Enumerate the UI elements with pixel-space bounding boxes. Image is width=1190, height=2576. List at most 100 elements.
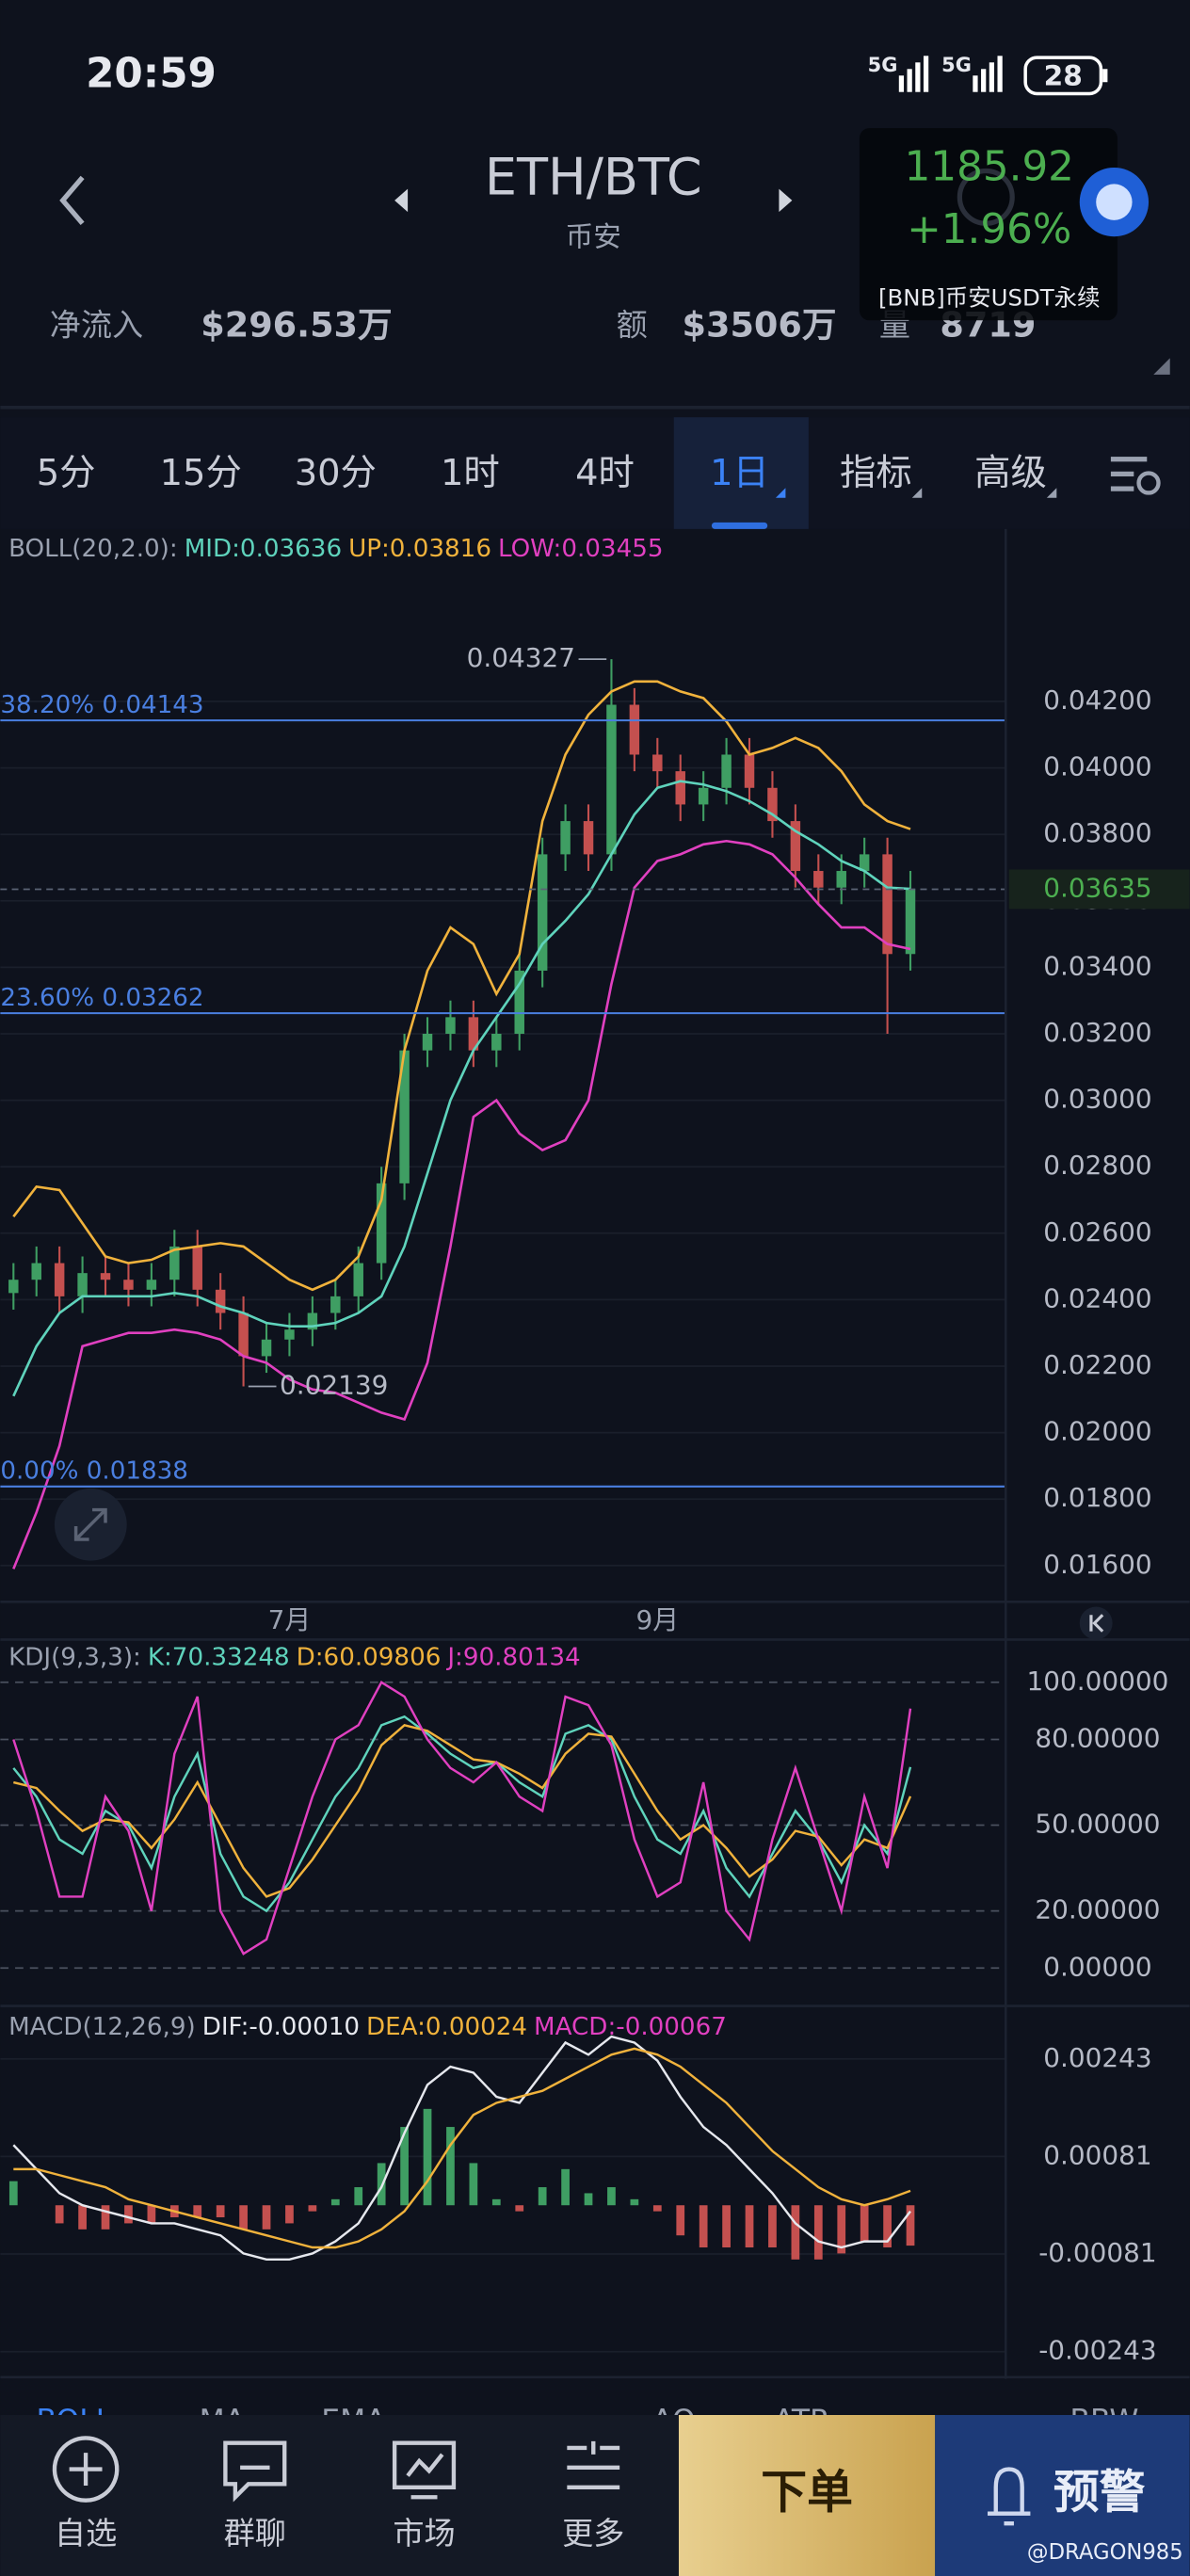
macd-bar (354, 2187, 363, 2206)
indicator-tab[interactable]: EMA (321, 2404, 386, 2438)
y-tick-label: 0.00243 (1043, 2042, 1151, 2073)
candle-body (353, 1263, 363, 1296)
order-label[interactable]: 下单 (761, 2466, 853, 2520)
network: 5G (868, 54, 898, 76)
indicator-line (12, 1681, 912, 1956)
macd-bar (239, 2205, 248, 2230)
candle-body (146, 1280, 157, 1290)
prev-pair[interactable] (394, 188, 409, 213)
timeframe[interactable]: 30分 (295, 452, 377, 494)
back-button[interactable] (59, 175, 85, 226)
indicator-title: MACD(12,26,9) (8, 2013, 196, 2041)
fib-label: 0.00% 0.01838 (0, 1457, 188, 1486)
indicator-tab[interactable]: MA (200, 2404, 246, 2438)
candle-body (376, 1183, 387, 1264)
indicator-title: KDJ(9,3,3): (8, 1643, 141, 1671)
candle-body (261, 1339, 272, 1357)
overlay-name: [BNB]币安USDT永续 (878, 284, 1100, 312)
y-tick-label: 0.00081 (1043, 2139, 1151, 2170)
candle-body (905, 889, 916, 955)
legend-entry: LOW:0.03455 (498, 534, 664, 562)
fib-label: 23.60% 0.03262 (0, 984, 203, 1012)
indicator-tab[interactable]: BOLL (37, 2404, 113, 2438)
candle-body (192, 1246, 202, 1290)
macd-bar (538, 2187, 547, 2206)
indicator-tabs: BOLL MA EMA AO ATR BBW (37, 2404, 1139, 2438)
legend-entry: J:90.80134 (445, 1643, 580, 1671)
y-tick-label: 0.04200 (1043, 684, 1151, 716)
y-tick-label: 80.00000 (1035, 1722, 1160, 1753)
legend-entry: K:70.33248 (148, 1643, 290, 1671)
y-tick-label: 0.03400 (1043, 950, 1151, 981)
boll-line (12, 780, 911, 1397)
settings-icon[interactable] (1110, 457, 1161, 495)
timeframe[interactable]: 5分 (37, 452, 96, 494)
y-tick-label: 0.02600 (1043, 1216, 1151, 1248)
nav-label[interactable]: 市场 (393, 2515, 455, 2552)
net-inflow-label: 净流入 (50, 307, 143, 344)
indicator-legend: KDJ(9,3,3): K:70.33248 D:60.09806 J:90.8013… (8, 1643, 581, 1671)
active-tab-bg (673, 417, 809, 529)
macd-bar (55, 2205, 64, 2224)
y-tick-label: 0.03200 (1043, 1017, 1151, 1048)
boll-line (12, 839, 911, 1570)
indicator-tab[interactable]: AO (652, 2404, 696, 2438)
y-tick-label: 100.00000 (1026, 1666, 1168, 1697)
candle-body (399, 1050, 410, 1183)
nav-label[interactable]: 更多 (562, 2515, 624, 2552)
nav-label[interactable]: 自选 (55, 2515, 117, 2552)
alert-label[interactable]: 预警 (1053, 2466, 1146, 2520)
y-tick-label: -0.00081 (1038, 2237, 1156, 2268)
fullscreen-icon (73, 1507, 107, 1541)
candle-body (307, 1312, 318, 1330)
timeframe[interactable]: 指标 (840, 452, 912, 494)
nav-label[interactable]: 群聊 (224, 2515, 286, 2552)
candle-body (491, 1034, 502, 1051)
candle-body (882, 854, 892, 955)
next-pair[interactable] (779, 188, 793, 213)
macd-bar (423, 2108, 432, 2206)
x-tick-label: 9月 (635, 1604, 679, 1635)
candle-body (652, 754, 663, 772)
macd-bar (745, 2205, 754, 2248)
overlay-change: +1.96% (907, 206, 1071, 253)
legend-entry: UP:0.03816 (348, 534, 491, 562)
macd-bar (768, 2205, 777, 2248)
macd-bar (561, 2168, 570, 2206)
order-button[interactable] (678, 2415, 936, 2576)
alert-button[interactable] (935, 2415, 1190, 2576)
candle-body (54, 1263, 65, 1296)
candle-body (767, 787, 778, 822)
timeframe[interactable]: 4时 (575, 452, 635, 494)
timeframe[interactable]: 1时 (441, 452, 500, 494)
y-tick-label: 0.03000 (1043, 1084, 1151, 1115)
indicator-tab[interactable]: BBW (1069, 2404, 1138, 2438)
candle-body (468, 1017, 479, 1051)
timeframe[interactable]: 1日 (710, 452, 769, 494)
boll-line (12, 680, 911, 1292)
macd-bar (515, 2205, 524, 2212)
timeframe[interactable]: 高级 (974, 452, 1047, 494)
candle-body (629, 704, 640, 755)
network: 5G (941, 54, 972, 76)
candle-body (284, 1329, 295, 1340)
indicator-tab[interactable]: ATR (774, 2404, 830, 2438)
candle-body (583, 821, 594, 855)
nav-icon (392, 2440, 457, 2500)
y-tick-label: 0.01600 (1043, 1549, 1151, 1580)
macd-bar (860, 2205, 869, 2242)
macd-bar (813, 2205, 823, 2260)
indicator-legend: BOLL(20,2.0): MID:0.03636 UP:0.03816 LOW:0.… (8, 534, 663, 562)
macd-bar (630, 2198, 639, 2206)
macd-bar (676, 2205, 685, 2236)
macd-bar (377, 2163, 386, 2206)
candle-body (238, 1312, 249, 1357)
timeframe[interactable]: 15分 (160, 452, 242, 494)
candle-body (537, 854, 548, 971)
macd-bar (147, 2205, 156, 2224)
y-tick-label: 20.00000 (1035, 1894, 1160, 1925)
low-label: 0.02139 (280, 1370, 388, 1401)
indicator-legend: MACD(12,26,9) DIF:-0.00010 DEA:0.00024 MACD… (8, 2013, 727, 2041)
macd-bar (216, 2205, 225, 2218)
